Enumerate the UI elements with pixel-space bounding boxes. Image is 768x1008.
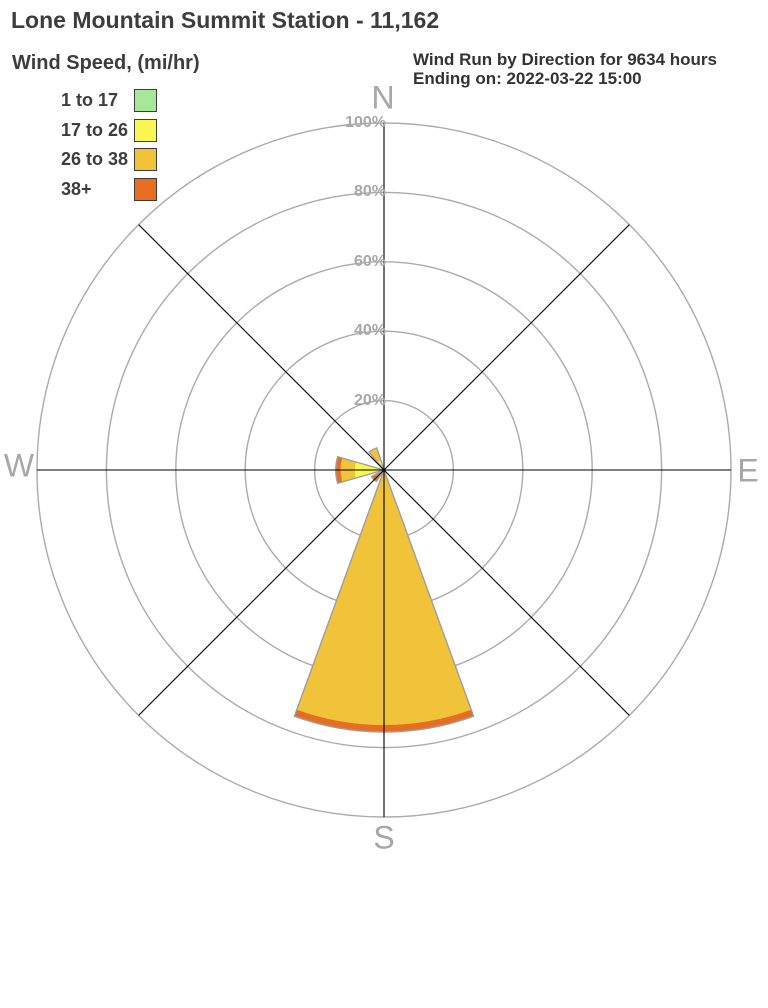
petal-outline-sw xyxy=(370,469,385,483)
legend-rows: 1 to 17 17 to 26 26 to 38 38+ xyxy=(61,89,231,207)
legend-item-label: 26 to 38 xyxy=(61,149,129,169)
legend-swatch xyxy=(134,148,157,171)
compass-label-south: S xyxy=(373,819,395,856)
petal-outline-nnw xyxy=(368,447,385,471)
page-title: Lone Mountain Summit Station - 11,162 xyxy=(11,7,440,33)
legend-item-label: 1 to 17 xyxy=(61,90,119,110)
legend-item: 1 to 17 xyxy=(61,89,231,112)
legend-item: 26 to 38 xyxy=(61,148,231,171)
axis-line xyxy=(138,224,630,716)
compass-label-east: E xyxy=(737,452,759,489)
wind-run-title: Wind Run by Direction for 9634 hours xyxy=(413,50,717,69)
petal-segment-s xyxy=(294,709,474,732)
legend-swatch xyxy=(134,89,157,112)
legend-item: 38+ xyxy=(61,177,231,201)
legend-swatch xyxy=(134,177,157,201)
legend-item-label: 17 to 26 xyxy=(61,119,129,140)
legend-title: Wind Speed, (mi/hr) xyxy=(12,52,200,74)
wind-run-header: Wind Run by Direction for 9634 hours End… xyxy=(413,50,743,88)
wind-run-subtitle: Ending on: 2022-03-22 15:00 xyxy=(413,69,642,88)
legend-swatch xyxy=(134,118,157,142)
legend-item: 17 to 26 xyxy=(61,118,231,142)
compass-label-west: W xyxy=(3,447,35,484)
legend-item-label: 38+ xyxy=(61,178,92,199)
compass-label-north: N xyxy=(371,79,395,116)
